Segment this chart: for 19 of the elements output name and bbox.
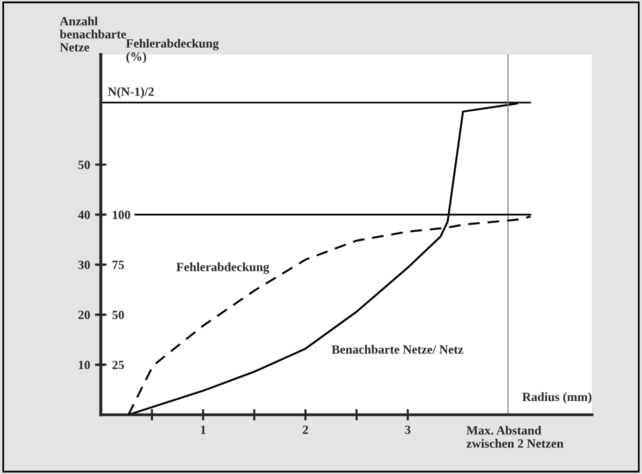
y-tick-label: 40	[78, 210, 90, 220]
y-tick-label: 50	[78, 160, 90, 170]
x-tick-label: 1	[200, 426, 206, 434]
ref-line-label: Max. Abstand zwischen 2 Netzen	[466, 426, 564, 448]
series-label: Fehlerabdeckung	[176, 262, 270, 274]
y2-tick-label: 50	[112, 310, 124, 320]
y2-tick-label: 25	[112, 360, 124, 370]
series-label: Benachbarte Netze/ Netz	[332, 344, 464, 354]
y-tick-label: 20	[78, 310, 90, 320]
y-axis-title: Anzahl benachbarte Netze	[60, 16, 126, 52]
ref-line-label: N(N-1)/2	[108, 87, 154, 98]
x-tick-label: 3	[405, 426, 410, 434]
y2-tick-label: 75	[112, 260, 124, 270]
y2-axis-title: Fehlerabdeckung (%)	[126, 38, 219, 64]
x-tick-label: 2	[302, 426, 308, 434]
y-tick-label: 10	[78, 360, 90, 370]
y2-tick-label: 100	[112, 210, 130, 220]
x-axis-title: Radius (mm)	[522, 392, 592, 404]
y-tick-label: 30	[78, 260, 90, 270]
